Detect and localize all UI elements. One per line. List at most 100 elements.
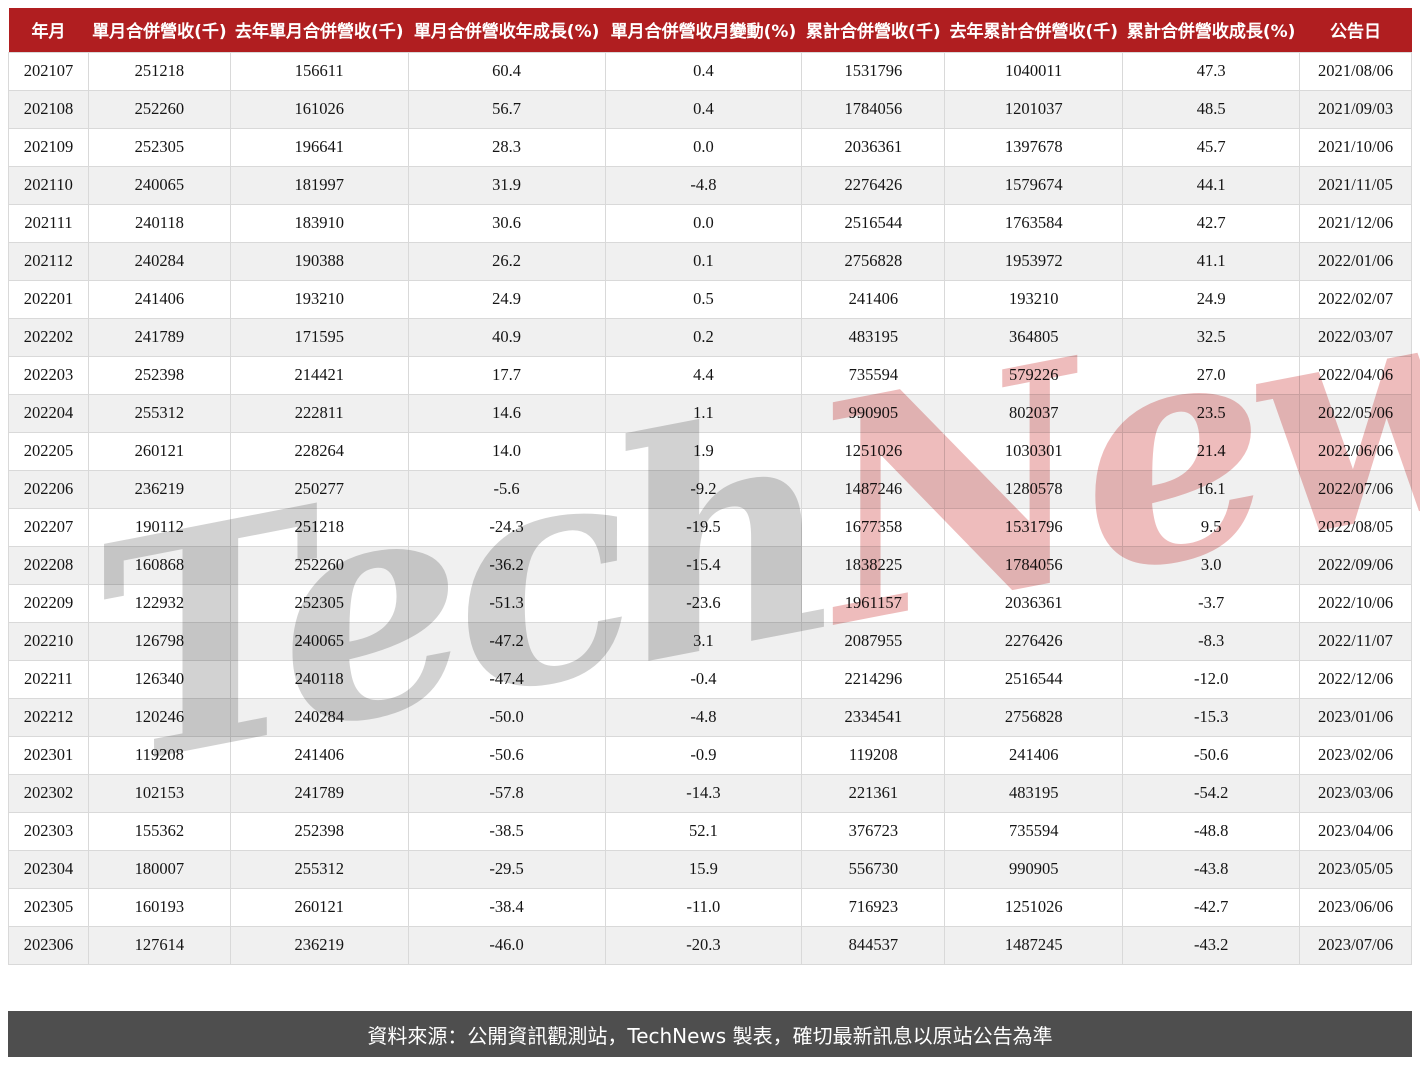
table-cell: 1201037 (944, 89, 1124, 129)
table-cell: 1487246 (801, 469, 946, 509)
table-cell: 251218 (229, 507, 409, 547)
table-cell: 0.0 (604, 203, 803, 243)
source-footer: 資料來源：公開資訊觀測站，TechNews 製表，確切最新訊息以原站公告為準 (8, 1011, 1412, 1057)
table-cell: 364805 (944, 317, 1124, 357)
table-cell: 24.9 (1122, 279, 1301, 319)
table-cell: 60.4 (407, 51, 606, 91)
column-header-6: 去年累計合併營收(千) (944, 8, 1123, 52)
column-header-0: 年月 (8, 8, 89, 52)
table-cell: 255312 (87, 393, 231, 433)
table-cell: 4.4 (604, 355, 803, 395)
table-cell: 250277 (229, 469, 409, 509)
table-cell: 228264 (229, 431, 409, 471)
table-cell: 9.5 (1122, 507, 1301, 547)
table-cell: 1531796 (944, 507, 1124, 547)
table-cell: 241406 (801, 279, 946, 319)
table-cell: 15.9 (604, 849, 803, 889)
table-cell: 56.7 (407, 89, 606, 129)
table-cell: 1397678 (944, 127, 1124, 167)
table-cell: -29.5 (407, 849, 606, 889)
table-cell: -0.9 (604, 735, 803, 775)
table-cell: -47.4 (407, 659, 606, 699)
table-cell: 1251026 (944, 887, 1124, 927)
table-row: 202302 102153 241789 -57.8 -14.3 221361 483195… (8, 773, 1412, 813)
table-cell: 21.4 (1122, 431, 1301, 471)
table-cell: 24.9 (407, 279, 606, 319)
table-cell: 2756828 (944, 697, 1124, 737)
table-cell: -42.7 (1122, 887, 1301, 927)
table-cell: 2022/07/06 (1299, 469, 1412, 509)
table-cell: 2756828 (801, 241, 946, 281)
table-cell: 240065 (87, 165, 231, 205)
table-cell: 1784056 (801, 89, 946, 129)
table-cell: -47.2 (407, 621, 606, 661)
table-cell: 2023/01/06 (1299, 697, 1412, 737)
table-row: 202304 180007 255312 -29.5 15.9 556730 990905-… (8, 849, 1412, 889)
table-cell: 202303 (8, 811, 89, 851)
table-cell: 241406 (944, 735, 1124, 775)
table-cell: 716923 (801, 887, 946, 927)
table-cell: 1280578 (944, 469, 1124, 509)
table-cell: 190388 (229, 241, 409, 281)
table-cell: 31.9 (407, 165, 606, 205)
table-cell: 240284 (87, 241, 231, 281)
table-cell: 1.9 (604, 431, 803, 471)
table-cell: 48.5 (1122, 89, 1301, 129)
table-cell: 14.0 (407, 431, 606, 471)
table-cell: 14.6 (407, 393, 606, 433)
column-header-8: 公告日 (1299, 8, 1412, 52)
table-cell: -15.4 (604, 545, 803, 585)
table-cell: -50.6 (1122, 735, 1301, 775)
table-row: 202111 240118 183910 30.6 0.0 2516544 1763584 4… (8, 203, 1412, 243)
table-cell: 252305 (87, 127, 231, 167)
table-cell: 260121 (229, 887, 409, 927)
table-cell: 2214296 (801, 659, 946, 699)
table-cell: 0.4 (604, 89, 803, 129)
table-cell: 241406 (87, 279, 231, 319)
table-cell: 155362 (87, 811, 231, 851)
table-cell: 1838225 (801, 545, 946, 585)
table-cell: 802037 (944, 393, 1124, 433)
table-cell: 990905 (944, 849, 1124, 889)
table-cell: 202108 (8, 89, 89, 129)
table-row: 202210 126798 240065 -47.2 3.1 2087955 2276426… (8, 621, 1412, 661)
table-row: 202112 240284 190388 26.2 0.1 2756828 1953972 4… (8, 241, 1412, 281)
table-cell: 160193 (87, 887, 231, 927)
table-cell: 240065 (229, 621, 409, 661)
table-cell: 735594 (801, 355, 946, 395)
column-header-7: 累計合併營收成長(%) (1122, 8, 1300, 52)
table-cell: -24.3 (407, 507, 606, 547)
table-cell: -23.6 (604, 583, 803, 623)
table-row: 202203 252398 214421 17.7 4.4 735594 579226 27.… (8, 355, 1412, 395)
table-cell: 42.7 (1122, 203, 1301, 243)
table-cell: 202202 (8, 317, 89, 357)
table-cell: -3.7 (1122, 583, 1301, 623)
table-cell: 0.1 (604, 241, 803, 281)
table-cell: 252260 (229, 545, 409, 585)
table-cell: 119208 (801, 735, 946, 775)
table-row: 202201 241406 193210 24.9 0.5 241406 193210 24.… (8, 279, 1412, 319)
table-cell: 255312 (229, 849, 409, 889)
table-cell: 202107 (8, 51, 89, 91)
table-cell: 2087955 (801, 621, 946, 661)
table-cell: 202109 (8, 127, 89, 167)
table-cell: 45.7 (1122, 127, 1301, 167)
table-cell: 52.1 (604, 811, 803, 851)
table-cell: -43.2 (1122, 925, 1301, 965)
table-cell: 202211 (8, 659, 89, 699)
table-cell: 1763584 (944, 203, 1124, 243)
table-row: 202301 119208 241406 -50.6 -0.9 119208 241406-… (8, 735, 1412, 775)
table-cell: 202212 (8, 697, 89, 737)
table-cell: 240284 (229, 697, 409, 737)
table-cell: 2021/11/05 (1299, 165, 1412, 205)
table-row: 202109 252305 196641 28.3 0.0 2036361 1397678 4… (8, 127, 1412, 167)
table-cell: 240118 (229, 659, 409, 699)
table-cell: 2023/07/06 (1299, 925, 1412, 965)
table-cell: 2036361 (801, 127, 946, 167)
table-cell: 2516544 (801, 203, 946, 243)
table-cell: -19.5 (604, 507, 803, 547)
table-row: 202207 190112 251218 -24.3 -19.5 1677358 15317… (8, 507, 1412, 547)
table-cell: 252398 (229, 811, 409, 851)
table-cell: 41.1 (1122, 241, 1301, 281)
table-header-row: 年月 單月合併營收(千) 去年單月合併營收(千) 單月合併營收年成長(%) 單月合併營收… (8, 8, 1412, 52)
